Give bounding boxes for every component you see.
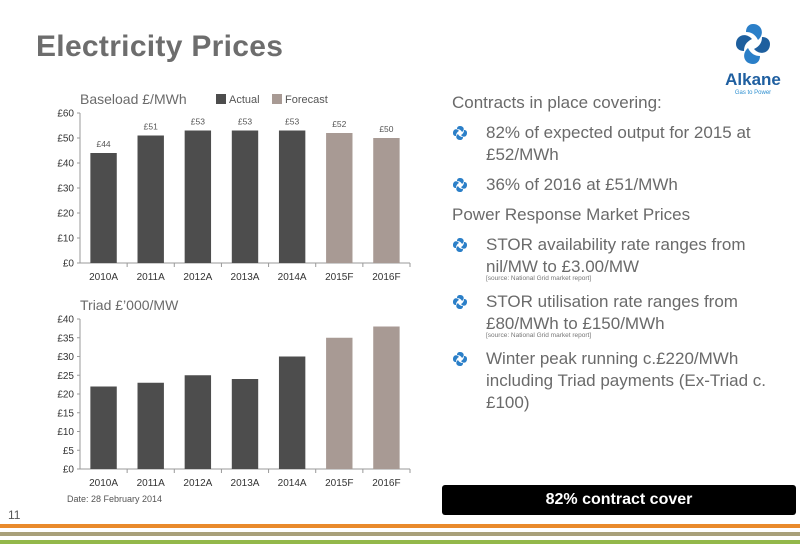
footer-stripe-orange — [0, 524, 800, 528]
chart2-bar-2012A — [184, 375, 212, 469]
stor-utilisation-item: STOR utilisation rate ranges from £80/MW… — [452, 291, 792, 340]
chart2-xtick-label: 2011A — [137, 478, 166, 489]
alkane-swirl-icon — [736, 24, 770, 64]
chart2-ytick-label: £20 — [57, 390, 74, 401]
chart1-xtick-label: 2015F — [325, 272, 353, 283]
contract-text-2015: 82% of expected output for 2015 at £52/M… — [486, 123, 751, 164]
footer-stripe-green — [0, 540, 800, 544]
chart2-bar-2016F — [373, 326, 400, 469]
chart2-ytick-label: £15 — [57, 408, 74, 419]
baseload-chart: Baseload £/MWh Actual Forecast £0 £10 £20 £30 £… — [57, 91, 411, 283]
power-response-heading: Power Response Market Prices — [452, 205, 691, 224]
chart1-legend-swatch-forecast — [272, 94, 282, 104]
alkane-bullet-icon — [453, 238, 467, 252]
winter-peak-text: Winter peak running c.£220/MWh including… — [486, 349, 766, 412]
contracts-panel: Contracts in place covering: 82% of expe… — [452, 92, 792, 422]
chart2-xtick-label: 2014A — [278, 478, 307, 489]
chart1-ytick-label: £20 — [57, 209, 74, 220]
chart2-ytick-label: £30 — [57, 352, 74, 363]
chart1-data-label: £44 — [96, 139, 110, 149]
chart1-data-label: £50 — [379, 124, 393, 134]
chart1-data-label: £53 — [285, 117, 299, 127]
chart1-ytick-label: £40 — [57, 159, 74, 170]
chart1-legend-swatch-actual — [216, 94, 226, 104]
chart1-ytick-label: £30 — [57, 184, 74, 195]
chart1-data-label: £52 — [332, 119, 346, 129]
contract-item-2015: 82% of expected output for 2015 at £52/M… — [452, 122, 792, 166]
chart2-bar-2015F — [326, 337, 353, 469]
chart2-ytick-label: £5 — [63, 446, 75, 457]
chart2-ytick-label: £40 — [57, 315, 74, 326]
chart2-title: Triad £’000/MW — [80, 297, 179, 313]
chart1-xtick-label: 2014A — [278, 272, 307, 283]
contract-cover-banner: 82% contract cover — [442, 485, 796, 515]
chart1-bar-2013A — [231, 130, 259, 263]
chart2-bar-2011A — [137, 382, 164, 469]
chart1-ytick-label: £10 — [57, 234, 74, 245]
chart1-bar-2010A — [90, 153, 117, 263]
chart1-xtick-label: 2011A — [137, 272, 166, 283]
chart1-bar-2011A — [137, 135, 164, 263]
logo-name: Alkane — [725, 70, 781, 89]
contract-text-2016: 36% of 2016 at £51/MWh — [486, 175, 678, 194]
triad-chart: Triad £’000/MW £0 £5 £10 £15 £20 £25 £30 £35 £40 2… — [57, 297, 411, 489]
chart2-xtick-label: 2016F — [372, 478, 400, 489]
slide-title: Electricity Prices — [36, 30, 284, 63]
alkane-bullet-icon — [453, 352, 467, 366]
chart2-bar-2014A — [278, 356, 306, 469]
chart1-bar-2014A — [278, 130, 306, 263]
chart1-xtick-label: 2010A — [89, 272, 118, 283]
winter-peak-item: Winter peak running c.£220/MWh including… — [452, 348, 792, 414]
slide-date: Date: 28 February 2014 — [67, 494, 163, 504]
chart1-ytick-label: £60 — [57, 109, 74, 120]
chart2-bar-2010A — [90, 386, 117, 469]
chart1-title: Baseload £/MWh — [80, 91, 187, 107]
chart2-ytick-label: £10 — [57, 427, 74, 438]
chart2-ytick-label: £0 — [63, 465, 75, 476]
chart1-bar-2012A — [184, 130, 212, 263]
chart1-legend-actual: Actual — [229, 94, 260, 106]
page-number: 11 — [8, 508, 21, 522]
chart1-data-label: £53 — [238, 117, 252, 127]
chart2-ytick-label: £25 — [57, 371, 74, 382]
alkane-bullet-icon — [453, 295, 467, 309]
chart1-data-label: £53 — [191, 117, 205, 127]
contracts-heading: Contracts in place covering: — [452, 93, 662, 112]
chart1-ytick-label: £50 — [57, 134, 74, 145]
chart1-legend-forecast: Forecast — [285, 94, 328, 106]
chart1-ytick-label: £0 — [63, 259, 75, 270]
chart1-xtick-label: 2013A — [231, 272, 260, 283]
chart2-xtick-label: 2010A — [89, 478, 118, 489]
chart1-xtick-label: 2012A — [183, 272, 212, 283]
contract-item-2016: 36% of 2016 at £51/MWh — [452, 174, 792, 196]
chart2-xtick-label: 2012A — [183, 478, 212, 489]
stor-utilisation-source: [source: National Grid market report] — [486, 332, 592, 339]
footer-stripe-olive — [0, 532, 800, 536]
alkane-bullet-icon — [453, 178, 467, 192]
chart2-xtick-label: 2015F — [325, 478, 353, 489]
stor-availability-item: STOR availability rate ranges from nil/M… — [452, 234, 792, 283]
chart2-xtick-label: 2013A — [231, 478, 260, 489]
chart1-xtick-label: 2016F — [372, 272, 400, 283]
stor-availability-source: [source: National Grid market report] — [486, 275, 592, 282]
stor-availability-text: STOR availability rate ranges from nil/M… — [486, 235, 746, 276]
chart2-ytick-label: £35 — [57, 333, 74, 344]
alkane-bullet-icon — [453, 126, 467, 140]
alkane-logo: Alkane Gas to Power — [718, 20, 788, 106]
chart1-bar-2015F — [326, 133, 353, 263]
logo-tagline: Gas to Power — [734, 90, 772, 96]
stor-utilisation-text: STOR utilisation rate ranges from £80/MW… — [486, 292, 738, 333]
chart1-bar-2016F — [373, 138, 400, 263]
chart2-bar-2013A — [231, 379, 259, 469]
chart1-data-label: £51 — [144, 122, 158, 132]
